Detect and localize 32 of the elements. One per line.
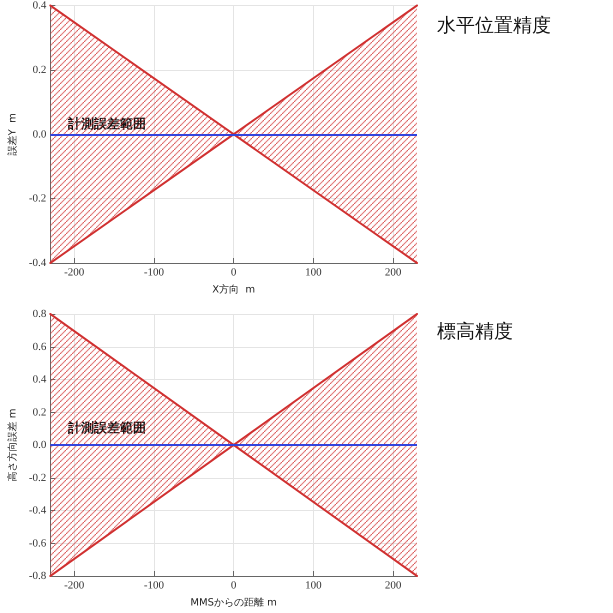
text: 水平位置精度: [437, 14, 551, 36]
y-axis-title: 誤差Y m: [6, 113, 18, 156]
y-tick-label: -0.4: [28, 504, 47, 516]
x-tick-label: -200: [64, 580, 85, 592]
y-tick-label: 0.2: [32, 406, 46, 418]
y-tick-label: -0.8: [28, 570, 47, 582]
y-tick-label: 0.4: [32, 374, 47, 386]
y-tick-label: -0.2: [28, 192, 46, 205]
y-tick-label: 0.0: [32, 128, 47, 140]
y-tick-label: -0.6: [28, 537, 47, 550]
y-tick-label: 0.2: [32, 64, 46, 76]
y-tick-label: 0.4: [32, 0, 47, 12]
x-tick-label: 200: [384, 266, 402, 278]
x-tick-label: -100: [144, 580, 165, 592]
y-tick-label: 0.0: [32, 439, 47, 451]
text: 標高精度: [437, 320, 513, 342]
y-tick-label: -0.2: [28, 472, 46, 484]
x-tick-label: -100: [144, 266, 165, 278]
annotation: 計測誤差範囲: [67, 420, 146, 436]
x-tick-label: -200: [64, 266, 85, 278]
y-tick-label: 0.8: [32, 308, 47, 320]
y-tick-label: 0.6: [32, 340, 47, 353]
x-tick-label: 0: [230, 580, 237, 592]
y-tick-label: -0.4: [28, 257, 47, 269]
x-tick-label: 200: [384, 580, 402, 592]
x-tick-label: 100: [305, 266, 322, 278]
x-axis-title: MMSからの距離 m: [190, 596, 277, 608]
y-axis-title: 高さ方向誤差 m: [6, 408, 18, 482]
x-tick-label: 0: [230, 266, 237, 278]
annotation: 計測誤差範囲: [67, 116, 146, 132]
x-tick-label: 100: [305, 580, 322, 592]
x-axis-title: X方向 m: [212, 284, 256, 296]
